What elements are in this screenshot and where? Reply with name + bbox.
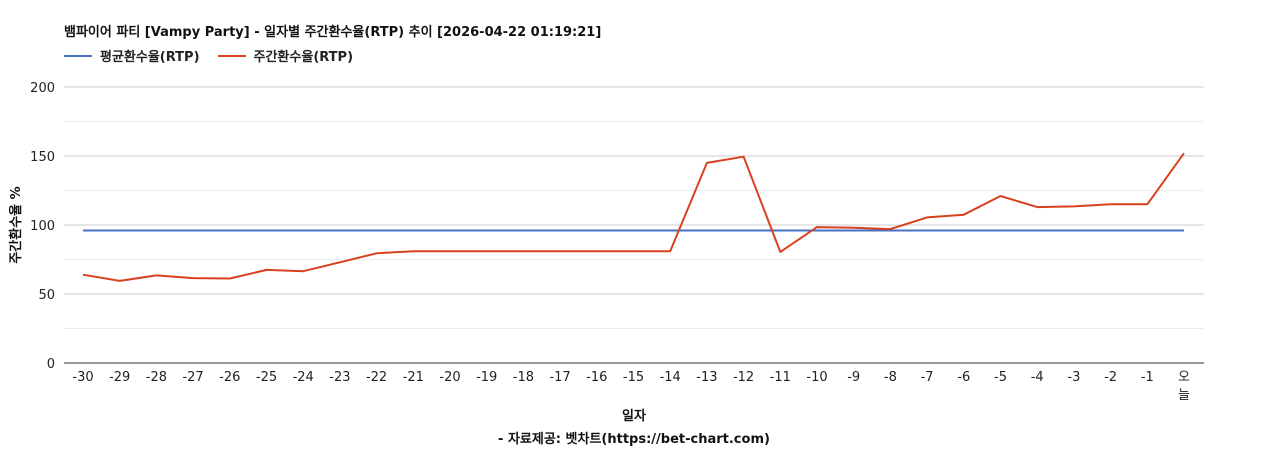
- x-tick-label: -7: [921, 370, 934, 385]
- y-tick-label: 150: [30, 150, 55, 165]
- x-tick-label: -1: [1141, 370, 1154, 385]
- legend: 평균환수율(RTP) 주간환수율(RTP): [64, 46, 353, 65]
- x-tick-label: -22: [366, 370, 387, 385]
- x-tick-label: -6: [957, 370, 970, 385]
- y-tick-label: 0: [47, 357, 55, 372]
- legend-item-weekly[interactable]: 주간환수율(RTP): [217, 46, 354, 65]
- x-tick-label: -9: [847, 370, 860, 385]
- y-axis-title: 주간환수율 %: [8, 186, 24, 263]
- x-tick-label: -13: [696, 370, 717, 385]
- y-tick-label: 50: [38, 288, 55, 303]
- x-tick-label: -24: [293, 370, 314, 385]
- x-tick-label: -5: [994, 370, 1007, 385]
- x-tick-label: -20: [439, 370, 460, 385]
- x-tick-label: -14: [660, 370, 681, 385]
- x-tick-label: -15: [623, 370, 644, 385]
- y-tick-label: 100: [30, 219, 55, 234]
- legend-swatch-average: [64, 54, 92, 57]
- x-tick-label: -29: [109, 370, 130, 385]
- x-tick-label: -23: [329, 370, 350, 385]
- x-tick-label: -8: [884, 370, 897, 385]
- x-tick-label: -12: [733, 370, 754, 385]
- x-tick-label: -18: [513, 370, 534, 385]
- x-tick-label: -2: [1104, 370, 1117, 385]
- x-axis-title: 일자: [622, 409, 646, 424]
- x-tick-label: -10: [806, 370, 827, 385]
- legend-item-average[interactable]: 평균환수율(RTP): [64, 46, 200, 65]
- x-tick-label: -4: [1031, 370, 1044, 385]
- x-tick-label: -11: [770, 370, 791, 385]
- source-credit: - 자료제공: 벳차트(https://bet-chart.com): [498, 432, 770, 447]
- x-tick-label: -28: [146, 370, 167, 385]
- series-line-weekly: [82, 152, 1185, 282]
- x-tick-label: -30: [72, 370, 93, 385]
- legend-label-weekly: 주간환수율(RTP): [253, 50, 354, 65]
- x-tick-label: -26: [219, 370, 240, 385]
- x-tick-label: -21: [403, 370, 424, 385]
- x-tick-label: -17: [549, 370, 570, 385]
- x-tick-label: -27: [182, 370, 203, 385]
- y-tick-label: 200: [30, 81, 55, 96]
- x-tick-label: -16: [586, 370, 607, 385]
- chart-title: 뱀파이어 파티 [Vampy Party] - 일자별 주간환수율(RTP) 추…: [64, 25, 602, 40]
- legend-label-average: 평균환수율(RTP): [100, 50, 200, 65]
- legend-swatch-weekly: [217, 54, 246, 57]
- x-tick-label: -25: [256, 370, 277, 385]
- x-tick-label: -3: [1067, 370, 1080, 385]
- x-tick-label: -19: [476, 370, 497, 385]
